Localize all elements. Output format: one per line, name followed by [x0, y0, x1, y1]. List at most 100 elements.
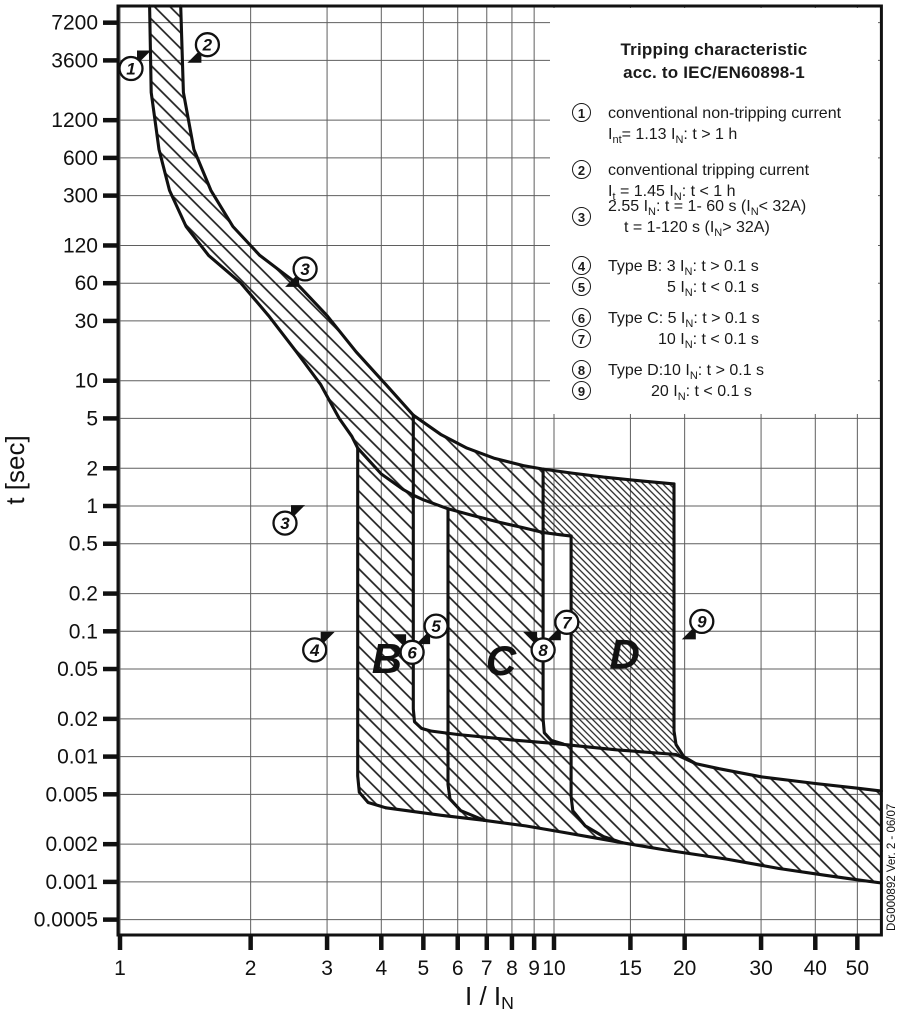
curve-d-left: [569, 534, 625, 845]
legend-item-8-line1: Type D:10 IN: t > 0.1 s: [608, 362, 765, 383]
marker-circle: [302, 637, 328, 663]
x-tick-label: 3: [321, 957, 333, 980]
y-tick-label: 0.5: [69, 533, 98, 556]
marker-2: 2: [187, 32, 221, 63]
legend-panel: Tripping characteristic acc. to IEC/EN60…: [550, 8, 878, 414]
y-tick-label: 3600: [51, 49, 98, 72]
legend-item-4-line1: Type B: 3 IN: t > 0.1 s: [608, 258, 759, 279]
legend-item-6-line1: Type C: 5 IN: t > 0.1 s: [608, 310, 760, 331]
legend-item-2-line2: It = 1.45 IN: t < 1 h: [608, 183, 736, 204]
curve-b-left: [356, 446, 388, 810]
y-tick-label: 7200: [51, 12, 98, 35]
marker-number: 9: [697, 612, 707, 631]
x-axis-title: I / IN: [465, 981, 514, 1013]
y-tick-label: 0.001: [45, 871, 98, 894]
marker-number: 1: [126, 60, 135, 79]
marker-6: 6: [392, 634, 425, 665]
y-tick-label: 0.1: [69, 620, 98, 643]
band-letter-B: B: [372, 635, 402, 682]
x-tick-label: 6: [452, 957, 464, 980]
x-tick-label: 8: [506, 957, 518, 980]
y-tick-label: 120: [63, 234, 98, 257]
y-tick-label: 0.05: [57, 658, 98, 681]
legend-title-line1: Tripping characteristic: [620, 40, 808, 59]
legend-item-number-2: 2: [572, 160, 591, 179]
curve-c-right: [541, 467, 565, 746]
marker-number: 2: [202, 36, 213, 55]
y-tick-label: 10: [75, 370, 98, 393]
y-tick-label: 0.02: [57, 708, 98, 731]
legend-item-number-9: 9: [572, 381, 591, 400]
marker-5: 5: [416, 613, 449, 645]
legend-item-number-8: 8: [572, 360, 591, 379]
y-tick-label: 1200: [51, 109, 98, 132]
tolerance-band-light: [357, 448, 882, 883]
legend-item-number-5: 5: [572, 277, 591, 296]
marker-number: 3: [300, 260, 310, 279]
y-tick-label: 600: [63, 147, 98, 170]
x-tick-label: 50: [846, 957, 869, 980]
y-tick-label: 300: [63, 185, 98, 208]
curve-lower-thermal: [148, 4, 573, 538]
band-letter-D: D: [610, 631, 640, 678]
y-tick-label: 2: [86, 457, 98, 480]
marker-3: 3: [272, 505, 305, 536]
marker-number: 7: [562, 613, 573, 632]
legend-item-5-line1: 5 IN: t < 0.1 s: [667, 279, 760, 300]
curve-upper-thermal: [179, 4, 676, 486]
legend-title-line2: acc. to IEC/EN60898-1: [623, 63, 805, 82]
marker-circle: [423, 613, 449, 639]
legend-item-1-line2: Int= 1.13 IN: t > 1 h: [608, 126, 738, 147]
marker-circle: [194, 32, 221, 58]
legend-item-2-line1: conventional tripping current: [608, 162, 810, 179]
doc-reference: DG000892 Ver. 2 - 06/07: [886, 804, 898, 931]
marker-4: 4: [302, 631, 335, 663]
x-tick-label: 20: [673, 957, 696, 980]
y-tick-label: 60: [75, 272, 98, 295]
y-tick-label: 0.0005: [34, 909, 98, 932]
marker-number: 3: [280, 514, 290, 533]
marker-number: 5: [431, 617, 441, 636]
band-letter-C: C: [486, 637, 517, 684]
marker-circle: [530, 637, 556, 663]
marker-7: 7: [546, 609, 580, 641]
x-tick-label: 7: [481, 957, 493, 980]
legend-item-number-4: 4: [572, 256, 591, 275]
legend-item-number-6: 6: [572, 308, 591, 327]
marker-circle: [399, 639, 425, 665]
curve-b-right: [411, 413, 433, 733]
tolerance-band-dense: [543, 469, 696, 764]
marker-number: 8: [538, 641, 548, 660]
legend-item-9-line1: 20 IN: t < 0.1 s: [651, 383, 752, 404]
marker-9: 9: [681, 608, 715, 640]
marker-circle: [118, 55, 144, 82]
marker-1: 1: [118, 50, 151, 82]
legend-item-number-3: 3: [572, 207, 591, 226]
y-tick-label: 1: [86, 495, 98, 518]
y-axis-title: t [sec]: [0, 435, 30, 504]
marker-circle: [292, 256, 318, 282]
x-tick-label: 4: [375, 957, 387, 980]
y-tick-label: 0.2: [69, 583, 98, 606]
y-tick-label: 0.005: [45, 783, 98, 806]
marker-8: 8: [523, 631, 556, 663]
x-tick-label: 40: [804, 957, 827, 980]
y-tick-label: 0.01: [57, 746, 98, 769]
legend-item-number-7: 7: [572, 329, 591, 348]
legend-item-3-line2: t = 1-120 s (IN> 32A): [624, 219, 770, 240]
marker-number: 6: [407, 643, 417, 662]
y-tick-label: 5: [86, 407, 98, 430]
x-tick-label: 5: [418, 957, 430, 980]
x-tick-label: 2: [245, 957, 257, 980]
marker-number: 4: [309, 641, 320, 660]
x-tick-label: 1: [114, 957, 126, 980]
axes: 7200360012006003001206030105210.50.20.10…: [34, 12, 869, 980]
x-tick-label: 15: [619, 957, 642, 980]
curve-upper-boundary: [429, 729, 883, 793]
y-tick-label: 30: [75, 310, 98, 333]
marker-circle: [689, 608, 715, 635]
legend-item-7-line1: 10 IN: t < 0.1 s: [658, 331, 759, 352]
x-tick-label: 9: [528, 957, 540, 980]
x-tick-label: 10: [542, 957, 565, 980]
